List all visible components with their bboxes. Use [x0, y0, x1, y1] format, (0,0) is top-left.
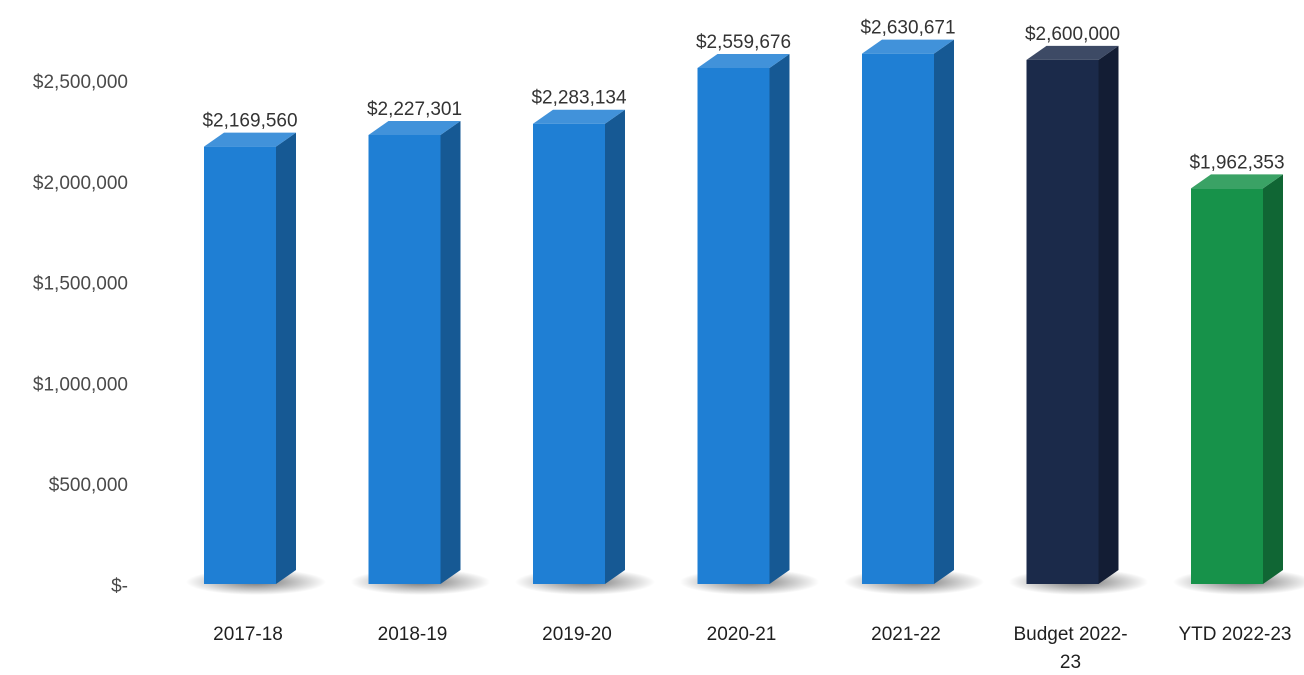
bar-top — [368, 120, 461, 135]
bar — [1026, 45, 1119, 584]
y-axis-tick-labels: $- $500,000 $1,000,000 $1,500,000 $2,000,000… — [33, 72, 128, 597]
bar-top — [533, 109, 625, 124]
bar-value-label: $2,600,000 — [1025, 24, 1120, 45]
bar-top — [697, 53, 790, 68]
bars-layer — [204, 39, 1283, 585]
y-tick-label: $- — [111, 576, 128, 597]
bar — [697, 53, 790, 585]
x-category-label: 2021-22 — [871, 624, 941, 645]
bar-top — [204, 132, 296, 147]
x-category-label: YTD 2022-23 — [1178, 624, 1291, 645]
y-tick-label: $500,000 — [49, 475, 128, 496]
bar — [1191, 174, 1283, 584]
bar-side — [605, 109, 625, 584]
y-tick-label: $1,000,000 — [33, 374, 128, 395]
bar — [533, 109, 625, 584]
bar-top — [1191, 174, 1283, 189]
category-labels: 2017-18 2018-19 2019-20 2020-21 2021-22 Budge… — [213, 624, 1291, 673]
y-tick-label: $2,000,000 — [33, 173, 128, 194]
bar-front — [1026, 59, 1099, 584]
bar-value-label: $2,283,134 — [531, 88, 627, 109]
x-category-label: 2019-20 — [542, 624, 612, 645]
x-category-label: Budget 2022- — [1013, 624, 1127, 645]
bar-value-label: $2,227,301 — [367, 99, 462, 120]
value-labels: $2,169,560 $2,227,301 $2,283,134 $2,559,676… — [202, 18, 1284, 174]
x-category-label: 2020-21 — [707, 624, 777, 645]
bar-front — [204, 146, 276, 584]
bar-value-label: $2,169,560 — [202, 111, 297, 132]
bar-side — [1098, 45, 1119, 584]
y-tick-label: $2,500,000 — [33, 72, 128, 93]
bar-front — [1191, 188, 1263, 584]
bar-side — [769, 53, 790, 585]
x-category-label: 2017-18 — [213, 624, 283, 645]
bar-front — [368, 134, 441, 584]
bar-side — [276, 132, 296, 584]
bar-value-label: $2,630,671 — [860, 18, 955, 39]
bar-side — [440, 120, 461, 584]
bar-front — [862, 53, 934, 584]
bar-value-label: $1,962,353 — [1189, 152, 1284, 173]
bar — [204, 132, 296, 584]
bar-side — [1263, 174, 1283, 584]
bar-top — [862, 39, 954, 54]
bar-value-label: $2,559,676 — [696, 32, 791, 53]
bar-top — [1026, 45, 1119, 60]
y-tick-label: $1,500,000 — [33, 274, 128, 295]
bar — [368, 120, 461, 584]
x-category-label: 23 — [1060, 652, 1081, 673]
bar-front — [697, 67, 770, 585]
bar-front — [533, 123, 605, 584]
bar-side — [934, 39, 954, 584]
x-category-label: 2018-19 — [378, 624, 448, 645]
bar — [862, 39, 954, 584]
